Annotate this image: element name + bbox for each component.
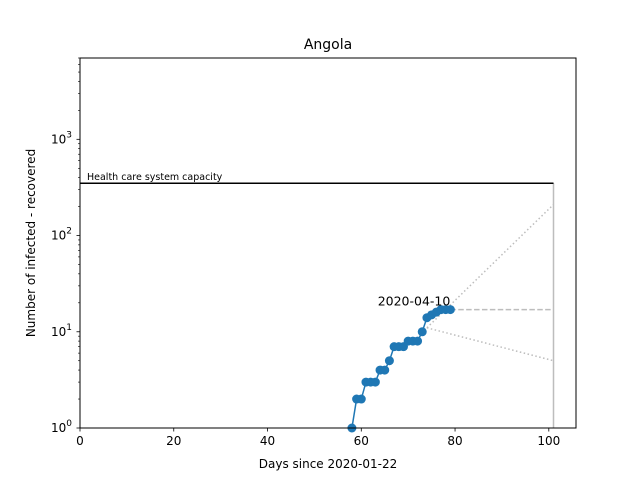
data-point <box>380 365 390 375</box>
data-point <box>413 336 423 346</box>
data-point <box>370 377 380 387</box>
plot-frame <box>79 57 577 429</box>
x-tick-label: 40 <box>260 434 275 448</box>
x-tick-label: 100 <box>537 434 560 448</box>
data-point <box>417 327 427 337</box>
plot-content: Health care system capacity 2020-04-10 <box>80 172 555 433</box>
data-point <box>445 305 455 315</box>
x-tick-label: 60 <box>354 434 369 448</box>
x-tick-label: 0 <box>76 434 84 448</box>
y-tick-label: 100 <box>51 419 72 435</box>
chart-title: Angola <box>304 37 352 53</box>
x-axis: 0 20 40 60 80 100 <box>76 428 560 448</box>
capacity-label: Health care system capacity <box>87 172 223 183</box>
x-tick-label: 80 <box>447 434 462 448</box>
projection-line <box>426 327 554 362</box>
y-axis-label: Number of infected - recovered <box>24 149 38 337</box>
y-axis: 100 101 102 103 <box>51 57 80 435</box>
data-point <box>356 394 366 404</box>
y-tick-label: 102 <box>51 227 72 243</box>
date-annotation: 2020-04-10 <box>378 294 451 309</box>
plot-area <box>80 58 576 428</box>
x-axis-label: Days since 2020-01-22 <box>259 457 398 471</box>
x-tick-label: 20 <box>166 434 181 448</box>
data-point <box>384 356 394 366</box>
y-tick-label: 101 <box>51 323 72 339</box>
y-tick-label: 103 <box>51 130 72 146</box>
